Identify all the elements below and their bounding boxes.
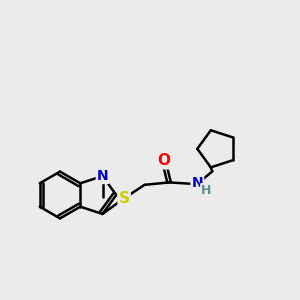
Text: S: S (118, 191, 130, 206)
Text: N: N (191, 176, 203, 190)
Text: H: H (201, 184, 211, 197)
Text: N: N (97, 169, 108, 183)
Text: O: O (157, 153, 170, 168)
